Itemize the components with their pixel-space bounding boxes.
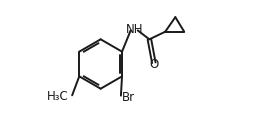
Text: O: O bbox=[149, 58, 159, 71]
Text: NH: NH bbox=[125, 23, 143, 36]
Text: Br: Br bbox=[122, 91, 135, 104]
Text: H₃C: H₃C bbox=[47, 90, 69, 103]
